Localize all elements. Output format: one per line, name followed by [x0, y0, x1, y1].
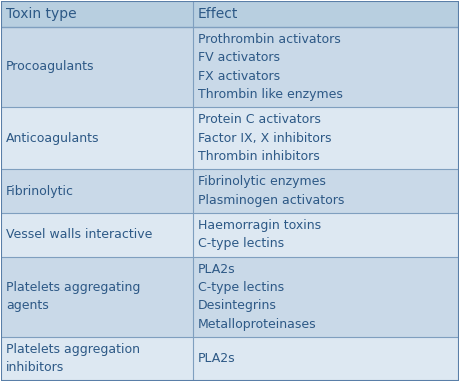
- Text: Toxin type: Toxin type: [6, 7, 76, 21]
- Text: C-type lectins: C-type lectins: [197, 237, 284, 250]
- Text: C-type lectins: C-type lectins: [197, 281, 284, 294]
- FancyBboxPatch shape: [1, 27, 458, 107]
- Text: Desintegrins: Desintegrins: [197, 299, 276, 312]
- Text: PLA2s: PLA2s: [197, 352, 235, 365]
- Text: Anticoagulants: Anticoagulants: [6, 132, 99, 145]
- Text: Factor IX, X inhibitors: Factor IX, X inhibitors: [197, 132, 331, 145]
- Text: FX activators: FX activators: [197, 70, 280, 83]
- Text: Platelets aggregating
agents: Platelets aggregating agents: [6, 281, 140, 312]
- Text: Thrombin like enzymes: Thrombin like enzymes: [197, 88, 342, 101]
- Text: Fibrinolytic enzymes: Fibrinolytic enzymes: [197, 175, 325, 188]
- FancyBboxPatch shape: [1, 213, 458, 257]
- Text: Procoagulants: Procoagulants: [6, 60, 94, 73]
- Text: Platelets aggregation
inhibitors: Platelets aggregation inhibitors: [6, 343, 140, 374]
- Text: Vessel walls interactive: Vessel walls interactive: [6, 228, 152, 241]
- Text: FV activators: FV activators: [197, 51, 280, 64]
- Text: Metalloproteinases: Metalloproteinases: [197, 318, 316, 331]
- FancyBboxPatch shape: [1, 169, 458, 213]
- FancyBboxPatch shape: [1, 2, 458, 27]
- FancyBboxPatch shape: [1, 257, 458, 337]
- FancyBboxPatch shape: [1, 107, 458, 169]
- Text: Thrombin inhibitors: Thrombin inhibitors: [197, 150, 319, 163]
- Text: Haemorragin toxins: Haemorragin toxins: [197, 219, 320, 232]
- Text: Protein C activators: Protein C activators: [197, 113, 320, 126]
- Text: Fibrinolytic: Fibrinolytic: [6, 185, 74, 197]
- FancyBboxPatch shape: [1, 337, 458, 380]
- Text: Effect: Effect: [197, 7, 238, 21]
- Text: Plasminogen activators: Plasminogen activators: [197, 194, 344, 207]
- Text: Prothrombin activators: Prothrombin activators: [197, 33, 340, 46]
- Text: PLA2s: PLA2s: [197, 263, 235, 276]
